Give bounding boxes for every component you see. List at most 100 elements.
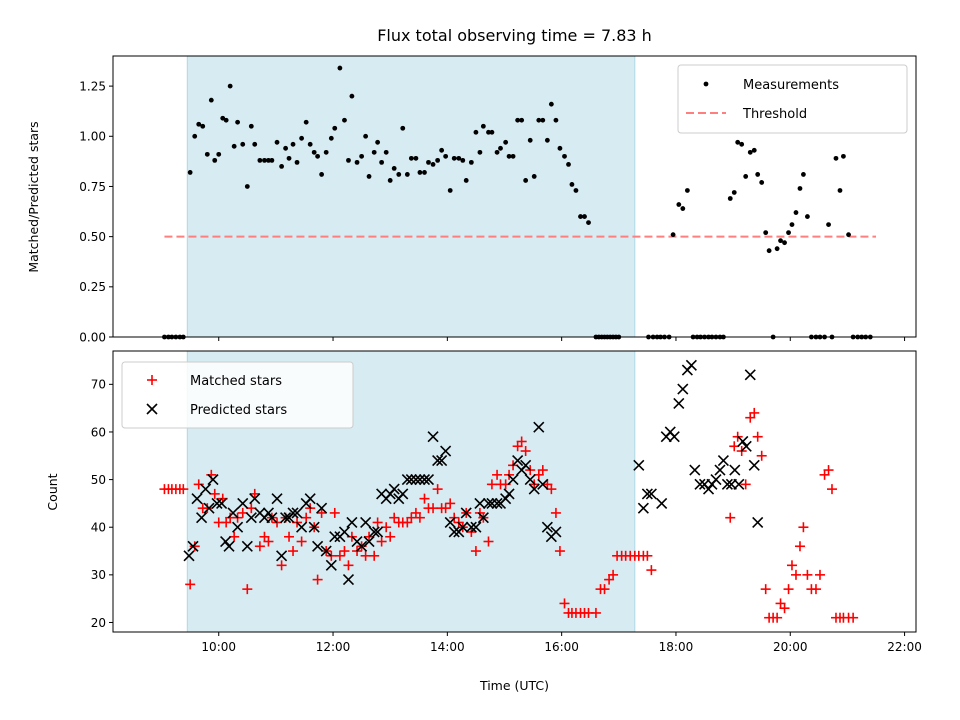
matched-star-point [794,541,805,552]
measurement-point [332,125,338,131]
measurement-point [192,133,198,139]
measurement-point [456,155,462,161]
measurement-point [527,137,533,143]
matched-star-point [445,498,456,509]
measurement-point [223,117,229,123]
measurement-point [536,117,542,123]
predicted-star-point [444,516,456,529]
measurement-point [486,129,491,135]
matched-star-point [312,574,323,585]
measurement-point [578,214,583,219]
predicted-star-point [296,521,308,533]
bottom-ytick-label: 70 [91,378,106,392]
matched-star-point [848,612,859,623]
measurement-point [494,149,500,155]
measurement-point [751,147,757,153]
matched-star-point [814,569,825,580]
matched-star-point [432,484,443,495]
measurement-point [430,161,436,167]
matched-star-point [209,488,220,499]
matched-star-point [406,512,417,523]
measurement-point [319,172,325,177]
measurement-point [477,149,483,155]
predicted-star-point [685,359,697,371]
measurement-point [797,186,803,191]
matched-star-point [334,550,345,561]
measurement-point [231,143,237,149]
measurement-point [371,149,377,155]
measurement-point [573,188,579,193]
predicted-star-point [694,478,706,490]
measurement-point [404,172,410,177]
predicted-star-point [211,497,223,509]
predicted-star-point [537,478,549,490]
measurement-point [443,153,449,159]
matched-star-point [389,512,400,523]
measurement-point [342,117,347,123]
predicted-star-point [241,540,253,552]
measurement-point [510,153,516,159]
predicted-star-point [656,497,668,509]
bottom-y-axis-label: Count [45,473,60,510]
predicted-star-point [673,397,685,409]
measurement-point [801,172,806,177]
top-ytick-label: 0.50 [79,230,106,244]
predicted-star-point [432,454,444,467]
bottom-legend-box [121,361,354,429]
measurement-point [269,157,275,163]
measurement-point [766,248,772,254]
measurement-point [562,153,567,159]
matched-star-point [329,507,340,518]
matched-star-point [193,479,204,490]
measurement-point [196,121,202,127]
matched-star-point [826,484,837,495]
measurement-point [841,153,846,159]
x-tick-label: 22:00 [887,640,922,654]
predicted-star-point [320,545,332,557]
predicted-star-point [491,497,503,509]
predicted-star-point [507,474,519,486]
predicted-star-point [223,540,235,552]
predicted-star-point [187,540,199,552]
measurement-point [315,153,321,159]
measurement-point [786,230,791,236]
predicted-star-point [448,526,460,538]
predicted-star-point [740,440,752,452]
predicted-star-point [325,559,337,571]
measurement-point [460,157,466,163]
measurement-point [519,117,525,123]
predicted-star-point [316,502,328,514]
measurement-point [793,210,799,215]
predicted-star-point [249,493,261,505]
measurement-point [480,123,486,129]
measurement-point [435,157,441,163]
predicted-star-point [287,507,299,519]
predicted-star-point [410,474,422,486]
measurement-point [548,101,554,107]
top-axes: 0.00 0.25 0.50 0.75 1.00 1.25 Measurements Thre… [79,55,917,344]
matched-star-point [772,612,783,623]
measurement-point [346,157,351,163]
measurement-point [747,149,753,155]
measurement-point [782,240,787,246]
matched-star-point [760,584,771,595]
predicted-star-point [503,488,515,500]
measurement-point [349,93,355,99]
measurement-point [252,141,258,147]
matched-star-point [237,507,248,518]
matched-star-point [646,565,657,576]
measurement-point [557,145,563,151]
predicted-star-point [360,516,372,529]
matched-star-point [316,507,327,518]
matched-star-point [428,503,439,514]
x-tick-label: 18:00 [659,640,694,654]
predicted-star-point [227,507,239,519]
predicted-star-point [276,550,288,562]
measurement-point [506,153,512,159]
measurement-point [837,188,843,193]
measurement-point [208,97,214,103]
measurement-point [670,232,676,238]
matched-star-point [254,541,265,552]
measurement-point [328,135,334,141]
matched-star-point [202,503,213,514]
